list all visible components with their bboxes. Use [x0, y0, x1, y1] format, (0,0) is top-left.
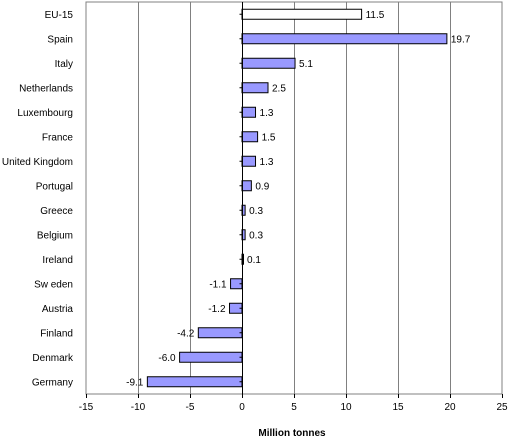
bar — [241, 131, 259, 143]
category-label: Finland — [40, 328, 73, 339]
bar — [241, 106, 257, 118]
category-label: Austria — [42, 304, 74, 315]
x-tick-label: -5 — [186, 402, 195, 413]
value-label: -4.2 — [177, 328, 195, 339]
category-label: Germany — [32, 377, 73, 388]
bar — [241, 180, 252, 192]
x-tick-label: 0 — [239, 402, 245, 413]
bar — [146, 376, 243, 388]
value-label: -9.1 — [126, 377, 144, 388]
bar — [179, 351, 243, 363]
x-tick-label: 25 — [496, 402, 508, 413]
category-label: Ireland — [42, 255, 73, 266]
category-label: Portugal — [36, 181, 73, 192]
x-tick-label: 10 — [340, 402, 352, 413]
value-label: 1.3 — [260, 108, 274, 119]
category-label: Spain — [47, 34, 73, 45]
value-label: 11.5 — [366, 10, 385, 21]
category-label: France — [42, 132, 74, 143]
x-tick-label: 15 — [392, 402, 404, 413]
value-label: 0.3 — [249, 230, 263, 241]
x-tick-label: 5 — [291, 402, 297, 413]
value-label: 0.1 — [247, 255, 261, 266]
category-label: Belgium — [37, 230, 73, 241]
category-label: United Kingdom — [2, 157, 73, 168]
x-tick-label: -10 — [131, 402, 146, 413]
category-label: Luxembourg — [17, 108, 73, 119]
category-label: Italy — [55, 59, 73, 70]
category-label: Greece — [40, 206, 73, 217]
value-label: 5.1 — [299, 59, 313, 70]
category-label: EU-15 — [45, 10, 74, 21]
bar — [197, 327, 243, 339]
value-label: 0.9 — [255, 181, 269, 192]
value-label: -6.0 — [158, 353, 176, 364]
x-tick-label: -15 — [79, 402, 94, 413]
value-label: 0.3 — [249, 206, 263, 217]
bar — [241, 33, 448, 45]
value-label: 1.5 — [262, 132, 276, 143]
category-label: Denmark — [32, 353, 74, 364]
axis-layer: -15 -10 -5 0 5 10 15 20 25 EU-15 Spain Italy Netherl… — [2, 2, 508, 413]
category-label: Netherlands — [19, 83, 73, 94]
value-label: 2.5 — [272, 83, 286, 94]
x-axis-title: Million tonnes — [258, 428, 326, 439]
category-label: Sw eden — [34, 279, 73, 290]
value-label: 19.7 — [451, 34, 471, 45]
bar — [241, 57, 296, 69]
value-label: 1.3 — [260, 157, 274, 168]
value-label: -1.2 — [208, 304, 226, 315]
bar — [241, 8, 363, 20]
bar — [241, 82, 269, 94]
value-label: -1.1 — [209, 279, 227, 290]
x-tick-label: 20 — [444, 402, 456, 413]
bar-layer: 11.5 19.7 5.1 2.5 1.3 1.5 1.3 0.9 0.3 0.3 0.1 -1.1 -… — [126, 8, 471, 388]
bar — [241, 155, 257, 167]
